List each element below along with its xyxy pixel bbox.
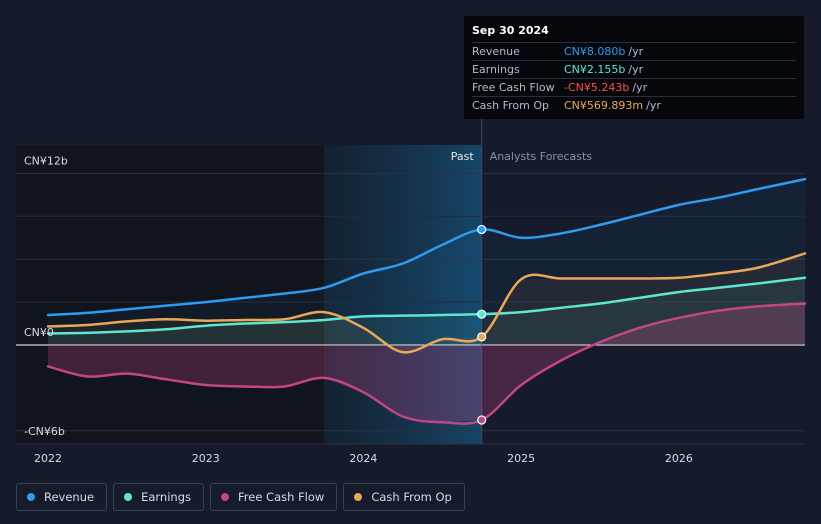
- tooltip-unit: /yr: [646, 99, 661, 112]
- past-highlight: [323, 145, 482, 444]
- free-cash-flow-marker: [477, 415, 487, 425]
- tooltip-value: CN¥8.080b: [564, 45, 626, 58]
- series-area-1: [48, 277, 805, 345]
- tooltip-unit: /yr: [628, 63, 644, 76]
- tooltip-label: Earnings: [472, 63, 520, 76]
- tooltip-label: Cash From Op: [472, 99, 550, 112]
- y-label-bottom: -CN¥6b: [24, 425, 65, 438]
- legend-label: Earnings: [141, 490, 191, 504]
- tooltip-panel: Sep 30 2024 Revenue CN¥8.080b /yr Earnin…: [464, 16, 804, 119]
- legend-item-free-cash-flow[interactable]: Free Cash Flow: [210, 483, 338, 511]
- tooltip-row-cash-from-op: Cash From Op CN¥569.893m /yr: [472, 97, 796, 114]
- forecast-label: Analysts Forecasts: [490, 150, 593, 163]
- legend-item-earnings[interactable]: Earnings: [113, 483, 204, 511]
- tooltip-value: CN¥569.893m: [564, 99, 644, 112]
- tooltip-value: CN¥2.155b: [564, 63, 626, 76]
- earnings-marker: [477, 309, 487, 319]
- series-area-0: [48, 179, 805, 345]
- x-tick-label-2026: 2026: [665, 452, 693, 465]
- tooltip-date: Sep 30 2024: [472, 24, 796, 43]
- tooltip-label: Revenue: [472, 45, 520, 58]
- tooltip-row-free-cash-flow: Free Cash Flow -CN¥5.243b /yr: [472, 79, 796, 97]
- free-cash-flow-line: [46, 302, 807, 425]
- cash-from-op-marker: [477, 332, 487, 342]
- cash-from-op-line: [46, 252, 807, 354]
- x-tick-label-2022: 2022: [34, 452, 62, 465]
- cash-from-op-dot-icon: [354, 493, 363, 501]
- x-tick-label-2023: 2023: [192, 452, 220, 465]
- tooltip-value: -CN¥5.243b: [564, 81, 630, 94]
- x-tick-label-2024: 2024: [349, 452, 377, 465]
- free-cash-flow-dot-icon: [221, 493, 229, 501]
- legend-label: Cash From Op: [371, 490, 452, 504]
- legend-item-revenue[interactable]: Revenue: [16, 483, 108, 511]
- legend-item-cash-from-op[interactable]: Cash From Op: [343, 483, 465, 511]
- x-tick-label-2025: 2025: [507, 452, 535, 465]
- series-area-3: [48, 253, 805, 353]
- series-area-2: [48, 303, 805, 423]
- revenue-line: [46, 177, 807, 317]
- revenue-dot-icon: [27, 493, 35, 501]
- legend-label: Revenue: [44, 490, 95, 504]
- revenue-marker: [477, 224, 487, 235]
- earnings-dot-icon: [124, 493, 133, 501]
- tooltip-row-earnings: Earnings CN¥2.155b /yr: [472, 61, 796, 79]
- y-label-top: CN¥12b: [24, 154, 68, 167]
- tooltip-unit: /yr: [628, 45, 644, 58]
- legend-label: Free Cash Flow: [238, 490, 325, 504]
- y-label-zero: CN¥0: [24, 326, 54, 339]
- tooltip-unit: /yr: [632, 81, 648, 94]
- tooltip-row-revenue: Revenue CN¥8.080b /yr: [472, 43, 796, 61]
- past-label: Past: [451, 150, 475, 163]
- legend: Revenue Earnings Free Cash Flow Cash Fro…: [16, 483, 465, 511]
- tooltip-label: Free Cash Flow: [472, 81, 555, 94]
- earnings-line: [46, 276, 807, 335]
